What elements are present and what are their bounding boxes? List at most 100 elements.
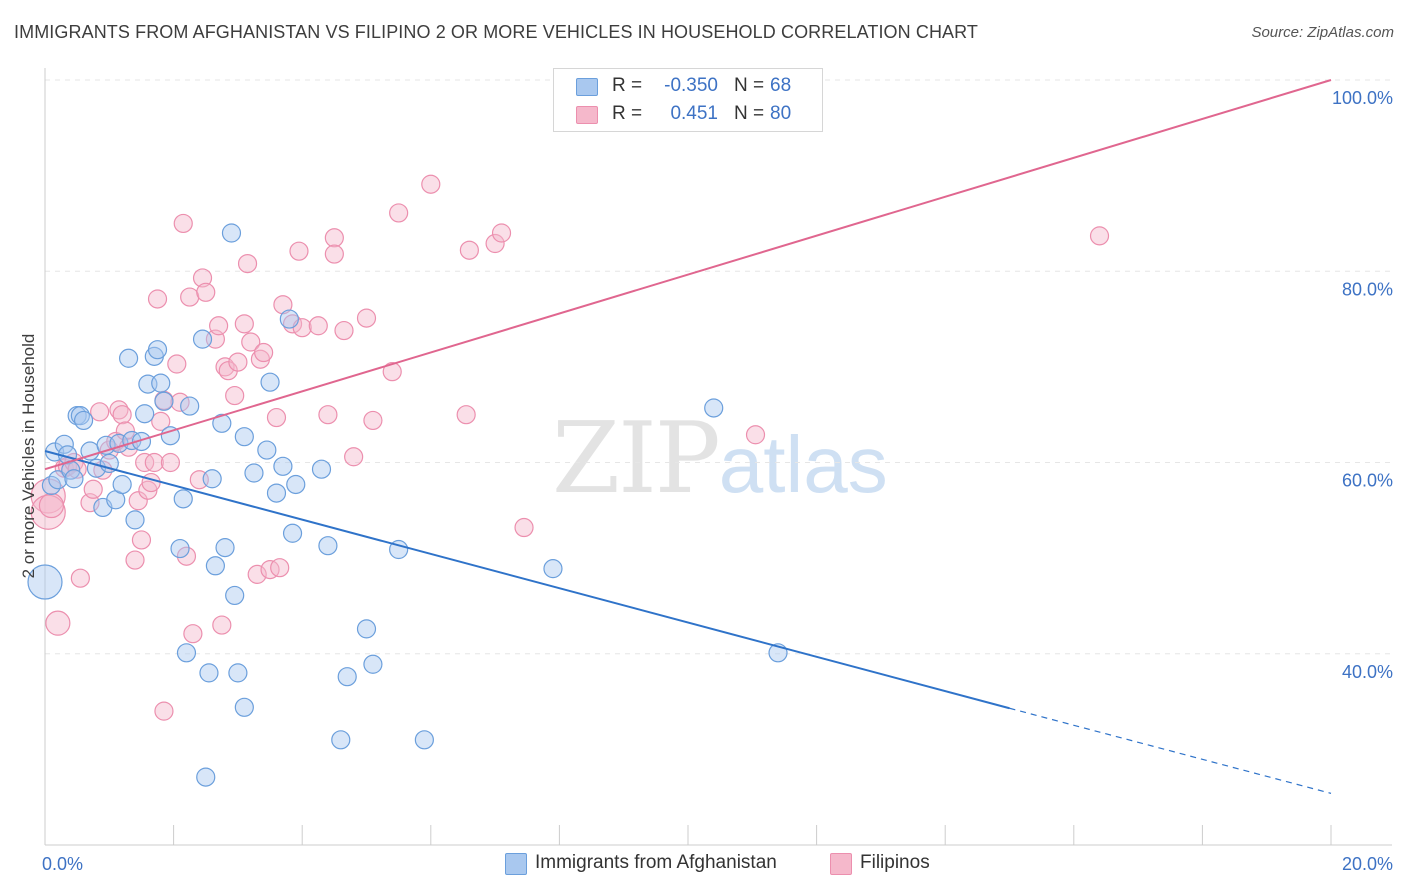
afghanistan-point: [199, 663, 219, 683]
axes: [44, 68, 1392, 846]
x-tick-label: 20.0%: [1342, 854, 1393, 874]
filipinos-point: [514, 517, 534, 538]
filipinos-point: [260, 559, 280, 580]
filipinos-point: [356, 308, 377, 328]
afghanistan-point: [257, 440, 277, 460]
afghanistan-point: [704, 398, 724, 418]
filipinos-point: [45, 610, 71, 636]
filipinos-point: [266, 407, 287, 428]
filipinos-point: [491, 223, 512, 243]
filipinos-point: [196, 282, 216, 302]
chart-title: IMMIGRANTS FROM AFGHANISTAN VS FILIPINO …: [14, 22, 979, 42]
filipinos-point: [485, 233, 505, 254]
legend-label: Filipinos: [860, 852, 930, 873]
filipinos-point: [38, 492, 65, 519]
filipinos-point: [334, 320, 354, 341]
afghanistan-point: [135, 404, 155, 424]
afghanistan-point: [282, 523, 303, 543]
y-tick-label: 60.0%: [1342, 471, 1393, 491]
legend-swatch-blue: [576, 78, 598, 96]
filipinos-point: [170, 392, 190, 412]
afghanistan-point: [286, 474, 306, 495]
correlation-legend: R = -0.350 N = 68 R = 0.451 N = 80: [553, 68, 823, 132]
afghanistan-point: [363, 654, 383, 674]
filipinos-point: [160, 452, 180, 473]
filipinos-point: [270, 558, 290, 578]
filipinos-point: [421, 174, 441, 194]
afghanistan-point: [212, 413, 232, 433]
afghanistan-trend-line: [44, 450, 1010, 710]
filipinos-point: [237, 254, 258, 274]
afghanistan-point: [147, 340, 168, 360]
legend-n-label: N =: [734, 103, 765, 124]
afghanistan-point: [125, 510, 145, 530]
legend-r-value: 0.451: [670, 103, 718, 124]
filipinos-point: [183, 624, 203, 644]
y-axis-title: 2 or more Vehicles in Household: [19, 334, 38, 579]
legend-r-value: -0.350: [664, 75, 718, 96]
filipinos-point: [212, 615, 232, 635]
source-label: Source: ZipAtlas.com: [1251, 24, 1394, 41]
grid-lines: [45, 79, 1391, 655]
filipinos-point: [83, 479, 103, 499]
filipinos-point: [115, 421, 135, 441]
afghanistan-point: [196, 767, 216, 787]
afghanistan-trend-extension: [1009, 707, 1332, 794]
filipinos-point: [192, 268, 213, 288]
afghanistan-point: [318, 536, 338, 556]
filipinos-point: [456, 405, 476, 425]
y-tick-label: 40.0%: [1342, 662, 1393, 682]
legend-n-value: 80: [770, 103, 792, 124]
filipinos-point: [225, 385, 245, 406]
watermark-zip: ZIP: [552, 402, 721, 516]
filipinos-point: [254, 342, 274, 363]
afghanistan-point: [180, 396, 200, 416]
filipinos-point: [273, 295, 293, 315]
filipinos-point: [324, 228, 344, 248]
filipinos-point: [324, 244, 344, 264]
filipinos-point: [318, 405, 338, 425]
filipinos-point: [234, 314, 254, 334]
afghanistan-point: [131, 431, 152, 452]
filipinos-point: [131, 530, 152, 550]
legend-n-value: 68: [770, 75, 792, 96]
afghanistan-point: [54, 434, 74, 454]
afghanistan-point: [27, 564, 63, 600]
legend-swatch-pink: [576, 106, 598, 124]
filipinos-point: [176, 546, 197, 566]
filipinos-point: [135, 452, 155, 473]
afghanistan-point: [192, 329, 213, 349]
filipinos-point: [141, 472, 161, 493]
filipinos-point: [144, 452, 164, 473]
afghanistan-point: [151, 373, 171, 393]
afghanistan-points: [27, 223, 788, 787]
legend-label: Immigrants from Afghanistan: [535, 852, 777, 873]
x-tick-label: 0.0%: [42, 854, 83, 874]
afghanistan-point: [221, 223, 242, 243]
legend-n-label: N =: [734, 75, 765, 96]
afghanistan-point: [118, 348, 139, 368]
afghanistan-point: [234, 427, 254, 447]
legend-r-label: R =: [612, 75, 643, 96]
y-tick-label: 100.0%: [1332, 88, 1393, 108]
filipinos-point: [173, 213, 193, 234]
filipinos-point: [167, 354, 187, 374]
afghanistan-point: [543, 559, 563, 579]
filipinos-point: [363, 410, 383, 431]
afghanistan-point: [234, 697, 254, 717]
afghanistan-point: [260, 372, 280, 392]
filipinos-point: [289, 241, 309, 261]
filipinos-point: [382, 362, 402, 382]
afghanistan-point: [170, 538, 190, 559]
afghanistan-point: [337, 667, 357, 687]
filipinos-point: [745, 425, 766, 445]
afghanistan-point: [331, 730, 351, 750]
afghanistan-point: [228, 663, 248, 683]
legend-row-filipinos: R = 0.451 N = 80: [554, 101, 822, 129]
afghanistan-point: [173, 489, 193, 509]
afghanistan-point: [356, 619, 377, 639]
filipinos-point: [228, 352, 248, 372]
legend-r-label: R =: [612, 103, 643, 124]
filipinos-point: [125, 550, 145, 570]
afghanistan-point: [154, 391, 174, 411]
